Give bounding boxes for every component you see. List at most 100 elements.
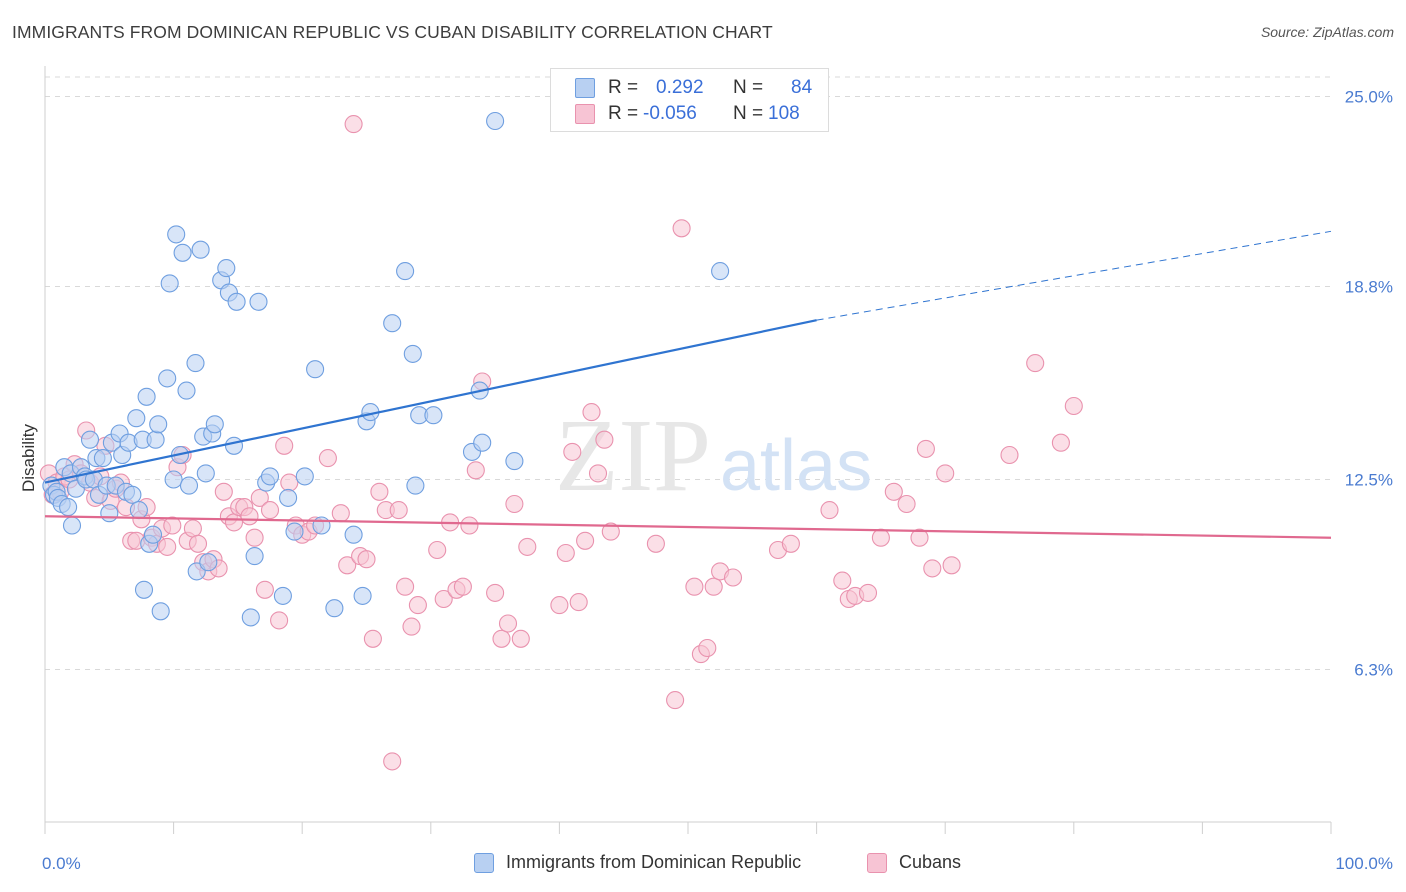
data-point [353,586,372,605]
data-point [163,516,182,535]
data-point [245,528,264,547]
data-point [188,534,208,553]
data-point [151,602,170,621]
data-point [217,259,236,278]
data-point [214,482,233,501]
data-point [833,571,852,590]
axes [44,66,1332,834]
stats-legend-box: R = 0.292 N = 84 R = -0.056 N = 108 [550,68,829,132]
pink-swatch [575,104,595,124]
data-point [383,314,402,333]
legend-item-dominican[interactable]: Immigrants from Dominican Republic [474,852,801,873]
data-point [505,452,524,471]
data-point [62,516,82,535]
n-value-cubans: 108 [768,103,800,124]
legend-label-cubans: Cubans [899,852,962,872]
data-point [357,550,376,569]
data-point [143,525,163,544]
data-point [183,519,202,538]
data-point [93,449,112,468]
data-point [685,577,704,596]
data-point [434,589,453,609]
trend-line-cubans [44,515,1332,539]
data-point [601,522,620,541]
data-point [1051,433,1070,452]
data-point [576,531,595,550]
data-point [137,387,156,406]
data-point [498,614,518,633]
data-point [595,430,614,449]
r-value-cubans: -0.056 [643,103,697,124]
data-point [1064,396,1083,416]
data-point [344,525,363,544]
data-point [249,292,268,311]
chart-title: IMMIGRANTS FROM DOMINICAN REPUBLIC VS CU… [12,22,773,42]
n-value-dominican: 84 [791,77,813,98]
data-point [158,369,177,388]
y-tick-label: 6.3% [1354,660,1393,679]
n-label: N = [733,103,764,124]
data-point [486,583,505,602]
data-point [331,504,350,523]
data-point [781,534,800,553]
data-point [250,488,269,507]
data-point [59,498,78,517]
watermark-zip: ZIP [555,398,711,513]
data-point [240,507,259,526]
data-point [255,580,274,599]
data-point [146,430,165,449]
data-point [936,464,955,483]
r-value-dominican: 0.292 [656,77,704,98]
data-point [403,344,422,363]
data-point [711,262,730,281]
data-point [160,274,179,293]
data-point [884,482,903,501]
stats-row-dominican: R = 0.292 N = 84 [551,75,828,101]
x-tick-label-max: 100.0% [1335,854,1393,873]
data-point [245,547,264,566]
legend-item-cubans[interactable]: Cubans [867,852,961,873]
data-point [363,629,382,648]
dominican-points [42,111,730,627]
data-point [923,559,942,578]
data-point [306,360,325,379]
data-point [344,115,363,134]
data-point [402,617,421,636]
data-point [396,262,415,281]
data-point [80,430,100,449]
data-point [134,580,154,599]
data-point [563,442,582,461]
bottom-legend: Immigrants from Dominican Republic Cuban… [0,850,1406,880]
data-point [550,596,569,615]
data-point [858,583,878,602]
legend-label-dominican: Immigrants from Dominican Republic [506,852,802,872]
data-point [295,467,314,486]
data-point [942,556,961,575]
data-point [280,473,299,492]
data-point [588,464,608,483]
y-tick-label: 18.8% [1345,277,1393,296]
data-point [173,243,192,262]
y-tick-label: 12.5% [1345,471,1393,490]
data-point [199,553,218,572]
legend-swatch-blue [474,852,494,873]
data-point [167,225,186,244]
data-point [275,436,294,455]
data-point [672,219,691,238]
data-point [318,449,337,468]
data-point [241,608,260,627]
data-point [666,691,685,710]
data-point [260,467,280,486]
data-point [518,537,537,556]
data-point [205,415,224,434]
data-point [370,482,389,501]
trend-line-dominican-extension [816,230,1332,321]
data-point [406,476,425,495]
data-point [129,501,148,520]
blue-swatch [575,78,595,98]
data-point [389,501,408,520]
data-point [224,436,244,455]
data-point [227,292,246,311]
tick-labels: 6.3% 12.5% 18.8% 25.0% 0.0% 100.0% [42,88,1393,874]
data-point [191,240,210,259]
